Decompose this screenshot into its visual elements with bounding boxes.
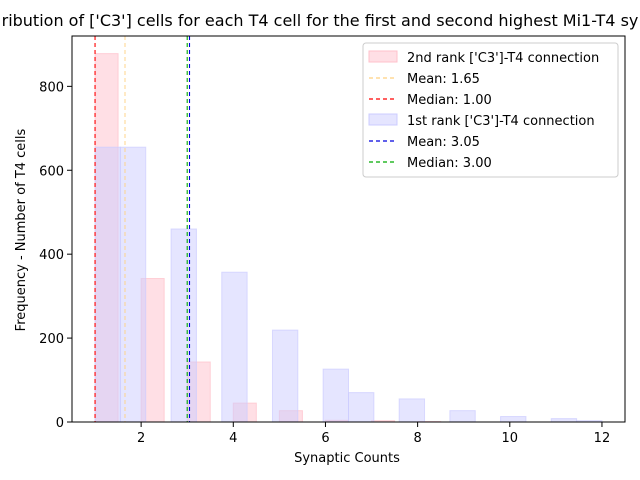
legend-item: 2nd rank ['C3']-T4 connection	[368, 50, 599, 66]
x-tick-label: 4	[229, 431, 237, 446]
y-tick-label: 600	[39, 164, 64, 179]
legend-item: Median: 1.00	[369, 93, 492, 108]
legend-item: Median: 3.00	[369, 156, 492, 171]
histogram-bar	[348, 392, 375, 423]
plot-frame	[71, 35, 626, 423]
x-tick-label: 6	[321, 431, 329, 446]
legend: 2nd rank ['C3']-T4 connection Mean: 1.65 M…	[362, 42, 619, 178]
legend-label: Mean: 1.65	[407, 72, 480, 87]
histogram-bar	[550, 418, 578, 423]
legend-label: 2nd rank ['C3']-T4 connection	[407, 51, 599, 66]
histogram-bar	[170, 228, 197, 423]
y-tick-label: 800	[39, 80, 64, 95]
x-tick-label: 2	[137, 431, 145, 446]
histogram-bar	[500, 416, 527, 423]
chart-title: ribution of ['C3'] cells for each T4 cel…	[2, 11, 639, 30]
y-tick-label: 200	[39, 332, 64, 347]
legend-label: 1st rank ['C3']-T4 connection	[407, 114, 595, 129]
histogram-bar	[94, 146, 121, 423]
legend-item: Mean: 1.65	[369, 72, 480, 87]
x-axis-title: Synaptic Counts	[294, 451, 400, 466]
x-axis: 2 4 6 8 10 12	[137, 422, 610, 446]
x-tick-label: 12	[594, 431, 611, 446]
histogram-bar	[322, 368, 350, 423]
y-axis-title: Frequency - Number of T4 cells	[14, 128, 29, 331]
histogram-bar	[449, 410, 476, 423]
y-tick-label: 0	[56, 416, 64, 431]
series-1	[94, 146, 603, 423]
y-tick-label: 400	[39, 248, 64, 263]
x-tick-label: 10	[502, 431, 519, 446]
histogram-bar	[271, 329, 299, 423]
legend-swatch	[368, 113, 398, 126]
y-axis: 0 200 400 600 800	[39, 80, 72, 431]
histogram-bar	[398, 398, 426, 423]
legend-label: Median: 1.00	[407, 93, 492, 108]
legend-item: Mean: 3.05	[369, 135, 480, 150]
legend-box	[362, 42, 619, 178]
legend-item: 1st rank ['C3']-T4 connection	[368, 113, 595, 129]
legend-swatch	[368, 50, 398, 63]
plot-area	[71, 35, 626, 423]
x-tick-label: 8	[413, 431, 421, 446]
histogram-bar	[221, 271, 248, 423]
legend-label: Median: 3.00	[407, 156, 492, 171]
legend-label: Mean: 3.05	[407, 135, 480, 150]
histogram-bar	[119, 146, 147, 423]
